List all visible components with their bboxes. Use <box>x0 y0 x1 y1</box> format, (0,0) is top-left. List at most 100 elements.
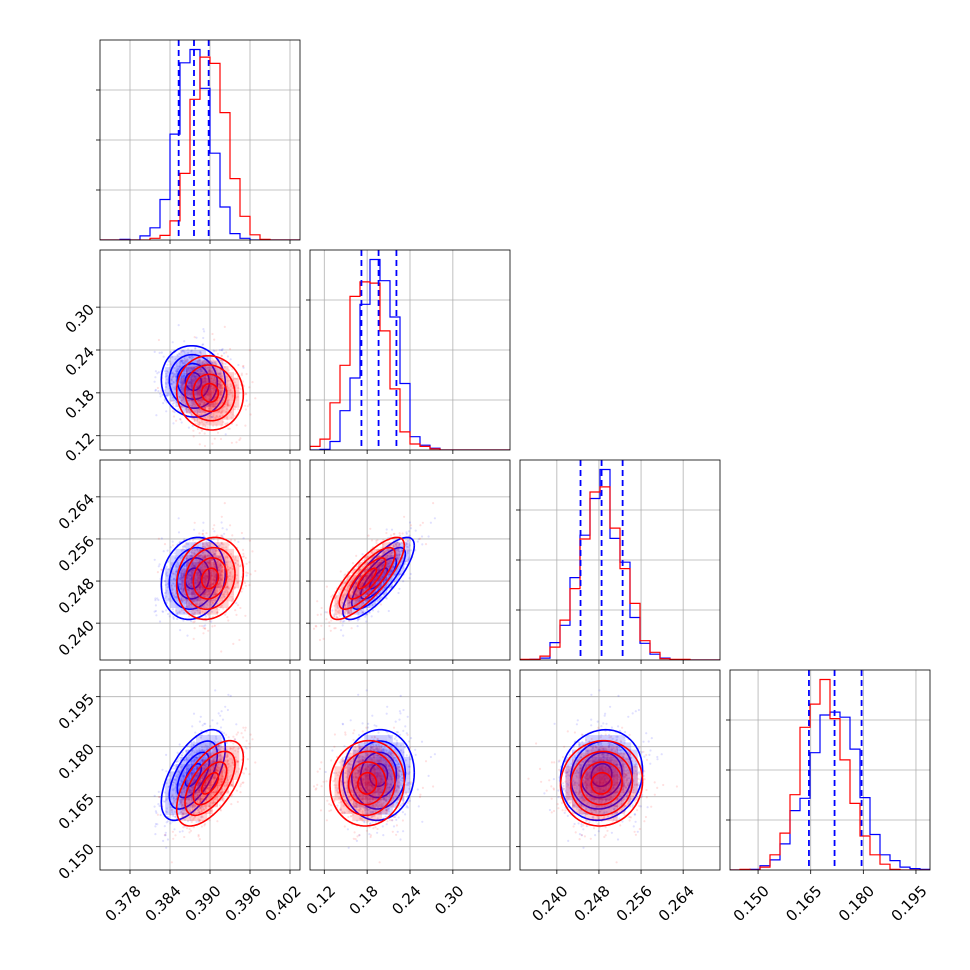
scatter-point <box>228 587 231 590</box>
scatter-point <box>223 592 226 596</box>
scatter-point <box>421 521 424 524</box>
density-cell <box>180 390 186 396</box>
scatter-point <box>249 573 252 576</box>
scatter-point <box>383 587 386 590</box>
scatter-point <box>226 355 229 358</box>
scatter-point <box>153 610 156 613</box>
scatter-point <box>185 392 188 395</box>
density-cell <box>404 542 410 549</box>
scatter-point <box>165 410 168 413</box>
scatter-point <box>220 521 223 524</box>
scatter-point <box>173 584 176 588</box>
scatter-point <box>346 585 349 589</box>
scatter-point <box>225 560 228 563</box>
scatter-point <box>333 613 336 616</box>
scatter-point <box>186 588 189 591</box>
scatter-point <box>211 625 214 628</box>
scatter-point <box>231 534 234 537</box>
scatter-point <box>382 564 385 567</box>
scatter-point <box>241 555 245 558</box>
scatter-point <box>188 399 191 402</box>
scatter-point <box>183 357 187 361</box>
scatter-point <box>388 562 391 565</box>
panel-contents <box>153 502 257 653</box>
scatter-point <box>398 587 401 590</box>
scatter-point <box>223 596 226 599</box>
density-cell <box>165 568 171 576</box>
scatter-point <box>366 613 369 616</box>
scatter-point <box>375 588 378 591</box>
scatter-point <box>231 367 234 371</box>
scatter-point <box>251 550 254 553</box>
density-cell <box>218 372 224 378</box>
scatter-point <box>205 360 208 363</box>
scatter-point <box>208 370 211 373</box>
scatter-point <box>171 371 174 375</box>
scatter-point <box>396 554 399 557</box>
scatter-point <box>348 601 352 604</box>
scatter-point <box>192 435 195 438</box>
density-cell <box>223 542 229 549</box>
scatter-point <box>202 529 205 532</box>
scatter-point <box>166 549 169 552</box>
density-cell <box>206 367 212 373</box>
scatter-point <box>242 552 245 556</box>
scatter-point <box>230 385 233 388</box>
scatter-point <box>184 360 187 363</box>
scatter-point <box>405 541 408 544</box>
density-cell <box>180 378 186 385</box>
density-cell <box>211 562 217 569</box>
scatter-point <box>394 544 397 547</box>
scatter-point <box>216 352 219 355</box>
histogram-series-1 <box>100 56 300 240</box>
scatter-point <box>218 415 222 418</box>
scatter-point <box>185 542 188 546</box>
scatter-point <box>174 565 177 568</box>
density-cell <box>180 594 186 602</box>
scatter-point <box>212 416 215 419</box>
scatter-point <box>196 597 199 601</box>
scatter-point <box>387 565 390 568</box>
scatter-point <box>202 521 205 524</box>
scatter-point <box>181 376 184 379</box>
scatter-point <box>212 406 215 409</box>
scatter-point <box>176 370 179 373</box>
density-cell <box>196 395 202 402</box>
scatter-point <box>192 402 195 406</box>
scatter-point <box>181 359 184 362</box>
scatter-point <box>179 360 182 363</box>
scatter-point <box>179 418 182 421</box>
density-cell <box>191 378 197 384</box>
scatter-point <box>183 350 186 354</box>
scatter-point <box>204 627 207 630</box>
density-cell <box>186 383 192 390</box>
scatter-point <box>226 556 229 559</box>
scatter-point <box>178 365 181 368</box>
scatter-point <box>178 611 181 615</box>
scatter-point <box>219 386 222 389</box>
density-cell <box>165 390 171 396</box>
scatter-point <box>394 542 397 546</box>
scatter-point <box>182 362 185 365</box>
scatter-point <box>181 387 185 390</box>
scatter-point <box>173 552 176 555</box>
scatter-point <box>208 407 211 410</box>
scatter-point <box>183 374 186 377</box>
scatter-point <box>194 347 197 350</box>
scatter-point <box>230 595 234 598</box>
scatter-point <box>181 601 184 604</box>
scatter-point <box>229 560 232 563</box>
scatter-point <box>341 597 344 601</box>
density-cell <box>218 360 224 367</box>
scatter-point <box>351 562 354 565</box>
scatter-point <box>239 565 242 568</box>
density-cell <box>223 366 229 372</box>
scatter-point <box>203 406 207 409</box>
scatter-point <box>227 569 230 572</box>
scatter-point <box>341 620 345 623</box>
scatter-point <box>170 377 173 380</box>
scatter-point <box>201 343 204 346</box>
scatter-point <box>181 362 185 365</box>
scatter-point <box>198 408 201 411</box>
scatter-point <box>221 347 224 351</box>
